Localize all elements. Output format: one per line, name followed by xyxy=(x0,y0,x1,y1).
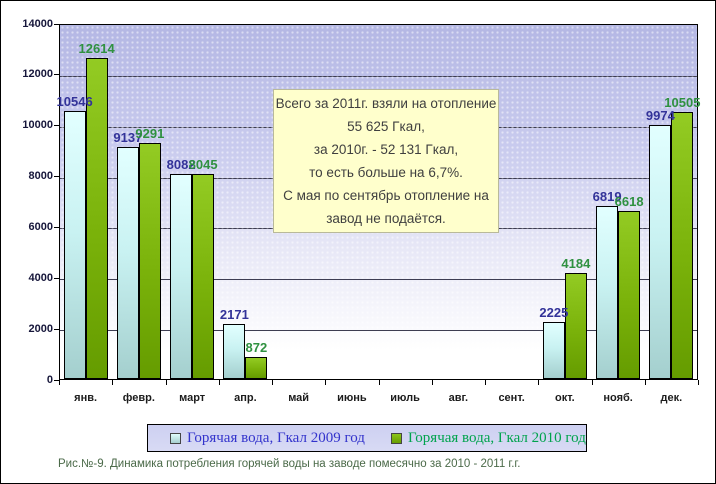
y-axis-tick xyxy=(54,125,59,127)
x-axis-tick xyxy=(591,380,593,385)
value-label: 9137 xyxy=(113,129,143,145)
value-label: 6618 xyxy=(614,193,644,209)
bar-2010-окт. xyxy=(564,272,587,379)
bar-2009-янв. xyxy=(63,110,86,379)
value-label: 10546 xyxy=(56,93,93,109)
x-axis-tick xyxy=(378,380,380,385)
value-label: 9291 xyxy=(135,125,165,141)
y-axis-label: 10000 xyxy=(22,119,53,132)
value-label: 2171 xyxy=(219,306,249,322)
x-axis-label: май xyxy=(288,392,310,404)
x-axis-tick xyxy=(485,380,486,385)
bar-2010-нояб. xyxy=(618,210,641,379)
x-axis-label: апр. xyxy=(234,392,257,404)
bar-2009-окт. xyxy=(542,322,565,379)
y-axis-tick xyxy=(54,74,59,76)
y-axis-tick xyxy=(54,379,59,381)
y-axis-label: 4000 xyxy=(28,271,53,284)
x-axis-label: окт. xyxy=(555,392,575,404)
x-axis-tick xyxy=(218,380,220,385)
x-axis-label: июль xyxy=(390,392,420,404)
y-axis-label: 0 xyxy=(46,373,53,386)
value-label: 872 xyxy=(245,339,268,355)
y-axis-label: 2000 xyxy=(28,322,53,335)
x-axis-tick xyxy=(644,380,646,385)
figure-caption: Рис.№-9. Динамика потребления горячей во… xyxy=(58,458,521,470)
y-axis-tick xyxy=(54,226,59,228)
bar-2010-март xyxy=(192,174,215,379)
x-axis-label: март xyxy=(179,392,206,404)
legend-label-2009: Горячая вода, Гкал 2009 год xyxy=(187,429,365,446)
legend-marker-2010-icon xyxy=(390,432,402,444)
plot-area: 10546 9137 8082 2171 2225 6819 9974 12614 9291 80… xyxy=(57,24,700,380)
bar-2009-нояб. xyxy=(596,205,619,379)
annotation-line: за 2010г. - 52 131 Гкал, xyxy=(313,142,459,157)
x-axis-label: дек. xyxy=(660,392,683,404)
x-axis-label: нояб. xyxy=(603,392,633,404)
legend-item-2010: Горячая вода, Гкал 2010 год xyxy=(390,429,586,447)
x-axis-label: июнь xyxy=(337,392,367,404)
annotation-line: 55 625 Гкал, xyxy=(347,119,425,134)
x-axis-tick xyxy=(165,380,167,385)
value-label: 6819 xyxy=(592,188,622,204)
value-label: 9974 xyxy=(645,108,675,124)
legend-item-2009: Горячая вода, Гкал 2009 год xyxy=(170,430,365,447)
legend-label-2010: Горячая вода, Гкал 2010 год xyxy=(407,429,586,446)
x-axis-label: февр. xyxy=(122,392,155,404)
legend: Горячая вода, Гкал 2009 год Горячая вода… xyxy=(147,424,587,452)
y-axis-tick xyxy=(54,277,59,279)
gridline xyxy=(60,279,697,281)
bar-2009-март xyxy=(170,173,193,379)
value-label: 2225 xyxy=(539,305,569,321)
annotation-line: Всего за 2011г. взяли на отопление xyxy=(275,96,497,111)
annotation-box: Всего за 2011г. взяли на отопление 55 62… xyxy=(273,89,499,233)
bar-2009-февр. xyxy=(116,146,139,379)
bar-2010-апр. xyxy=(245,356,268,379)
value-label: 12614 xyxy=(78,41,115,57)
legend-marker-2009-icon xyxy=(170,432,181,444)
bar-2010-февр. xyxy=(138,142,161,379)
value-label: 8082 xyxy=(166,156,196,172)
y-axis-tick xyxy=(54,23,59,25)
bar-2009-апр. xyxy=(223,323,246,379)
x-axis-tick xyxy=(112,380,114,385)
value-label: 8045 xyxy=(188,157,218,173)
annotation-line: С мая по сентябрь отопление на xyxy=(283,188,489,203)
x-axis-tick xyxy=(538,380,540,385)
x-axis-tick xyxy=(698,380,699,385)
y-axis-tick xyxy=(54,328,59,330)
gridline xyxy=(60,330,697,332)
annotation-line: то есть больше на 6,7%. xyxy=(309,165,463,180)
y-axis-label: 8000 xyxy=(28,170,53,183)
bar-2010-янв. xyxy=(85,58,108,379)
x-axis-tick xyxy=(272,380,273,385)
x-axis-label: авг. xyxy=(448,392,469,404)
bar-2010-дек. xyxy=(671,111,694,379)
annotation-line: завод не подаётся. xyxy=(326,211,446,226)
y-axis-label: 14000 xyxy=(22,17,53,30)
y-axis-tick xyxy=(54,176,59,178)
gridline xyxy=(60,75,697,77)
x-axis-tick xyxy=(431,380,433,385)
value-label: 10505 xyxy=(664,94,701,110)
x-axis-label: сент. xyxy=(498,392,525,404)
y-axis-label: 12000 xyxy=(22,68,53,81)
y-axis-label: 6000 xyxy=(28,220,53,233)
x-axis-tick xyxy=(325,380,327,385)
x-axis-label: янв. xyxy=(74,392,98,404)
bar-2009-дек. xyxy=(649,125,672,379)
x-axis-tick xyxy=(59,380,60,385)
value-label: 4184 xyxy=(561,255,591,271)
